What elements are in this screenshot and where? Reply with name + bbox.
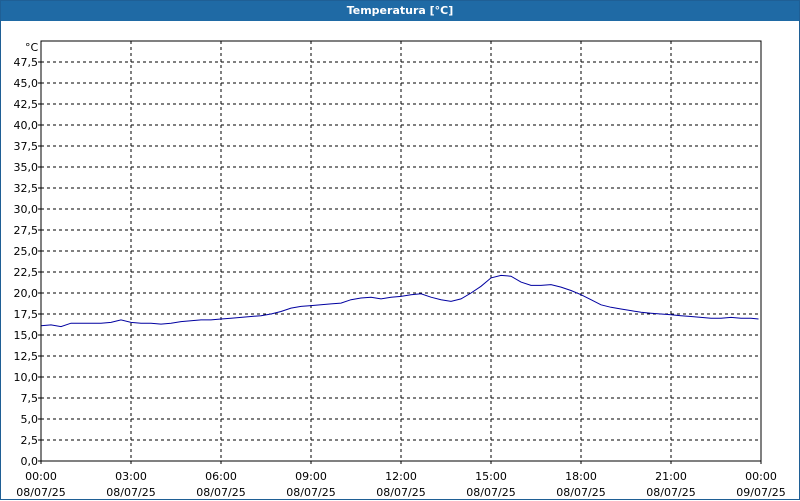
x-tick-date-label: 08/07/25 [196,486,245,499]
x-tick-date-label: 08/07/25 [376,486,425,499]
x-tick-time-label: 00:00 [745,470,777,483]
y-tick-label: 37,5 [14,140,39,153]
x-tick-time-label: 03:00 [115,470,147,483]
y-tick-label: 40,0 [14,119,39,132]
y-tick-labels: 0,0 2,5 5,0 7,5 10,0 12,5 15,0 17,5 20,0 22,5 25,0… [14,56,41,468]
x-tick-date-label: 08/07/25 [556,486,605,499]
x-tick-time-label: 18:00 [565,470,597,483]
y-tick-label: 27,5 [14,224,39,237]
y-tick-label: 22,5 [14,266,39,279]
y-tick-label: 30,0 [14,203,39,216]
y-tick-label: 20,0 [14,287,39,300]
x-tick-date-label: 08/07/25 [16,486,65,499]
x-tick-date-label: 08/07/25 [106,486,155,499]
y-tick-label: 47,5 [14,56,39,69]
x-tick-time-label: 09:00 [295,470,327,483]
x-tick-time-label: 21:00 [655,470,687,483]
temperature-series-line [40,274,759,328]
y-tick-label: 15,0 [14,329,39,342]
y-tick-label: 32,5 [14,182,39,195]
y-axis-unit-label: °C [25,41,39,54]
y-tick-label: 5,0 [21,413,39,426]
y-tick-label: 2,5 [21,434,39,447]
x-tick-date-label: 08/07/25 [646,486,695,499]
y-tick-label: 42,5 [14,98,39,111]
y-tick-label: 25,0 [14,245,39,258]
x-tick-time-label: 15:00 [475,470,507,483]
x-tick-labels: 00:00 08/07/25 03:00 08/07/25 06:00 08/07/25 0… [16,461,786,499]
x-tick-time-label: 06:00 [205,470,237,483]
x-tick-date-label: 08/07/25 [466,486,515,499]
x-tick-date-label: 08/07/25 [286,486,335,499]
series-layer [40,274,759,328]
x-tick-time-label: 12:00 [385,470,417,483]
y-tick-label: 45,0 [14,77,39,90]
grid-lines [41,41,761,461]
chart-title: Temperatura [°C] [1,1,799,21]
y-tick-label: 35,0 [14,161,39,174]
y-tick-label: 17,5 [14,308,39,321]
x-tick-date-label: 09/07/25 [736,486,785,499]
x-tick-time-label: 00:00 [25,470,57,483]
y-tick-label: 10,0 [14,371,39,384]
y-tick-label: 0,0 [21,455,39,468]
y-tick-label: 7,5 [21,392,39,405]
y-tick-label: 12,5 [14,350,39,363]
